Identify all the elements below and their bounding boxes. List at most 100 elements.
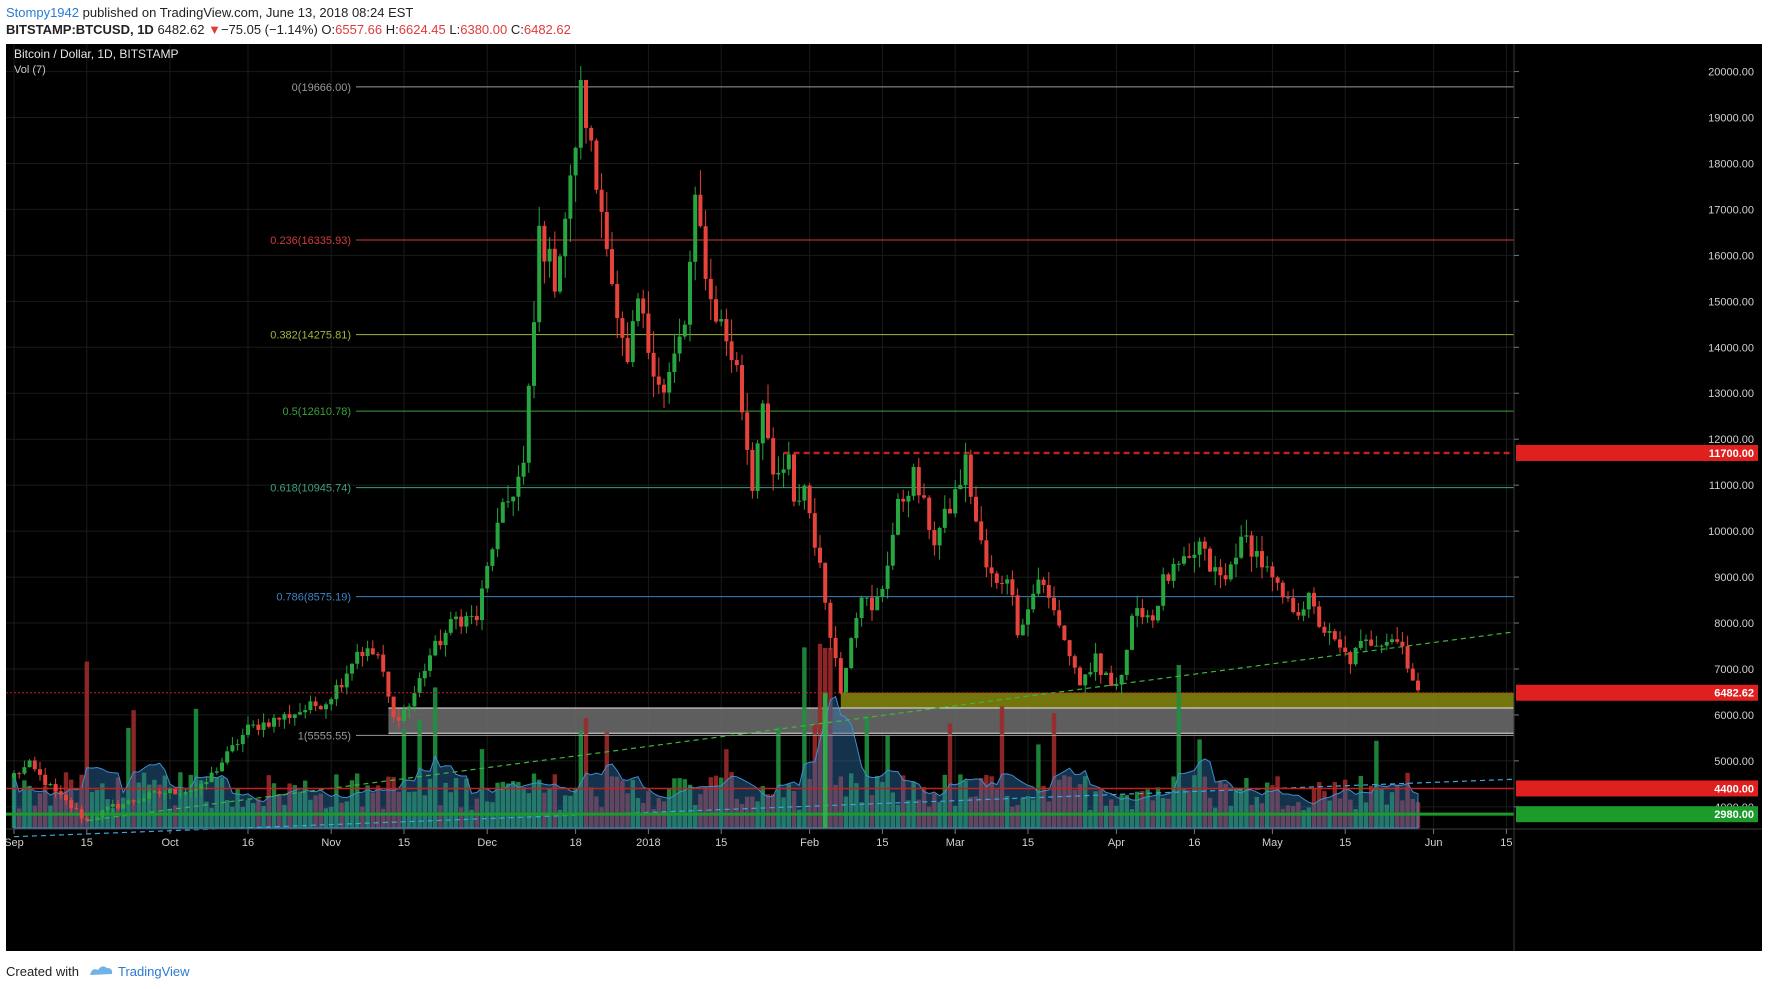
candle-body <box>1135 608 1140 616</box>
candle-body <box>1000 582 1004 584</box>
candle-body <box>1306 592 1311 610</box>
time-tick-label: 16 <box>242 837 254 849</box>
volume-bar <box>318 793 323 828</box>
candle-body <box>360 651 365 657</box>
candle-body <box>1031 593 1036 610</box>
candle-body <box>1161 574 1166 606</box>
candle-body <box>604 211 609 250</box>
candle-body <box>1072 656 1077 668</box>
time-tick-label: 2018 <box>636 837 660 849</box>
candle-body <box>677 336 682 354</box>
candle-body <box>386 671 391 697</box>
candle-body <box>53 784 58 792</box>
volume-bar <box>599 807 604 828</box>
price-tick-label: 16000.00 <box>1708 250 1754 262</box>
candle-body <box>688 261 692 325</box>
volume-bar <box>152 779 157 828</box>
candle-body <box>188 790 193 792</box>
candle-body <box>1015 595 1020 636</box>
candle-body <box>1026 609 1030 625</box>
candle-body <box>1322 626 1327 633</box>
candles <box>12 66 1420 828</box>
volume-bar <box>136 782 141 828</box>
price-axis[interactable]: 20000.00 19000.00 18000.00 17000.00 16000.00… <box>1513 44 1762 951</box>
low-label: L: <box>445 22 461 37</box>
volume-bar <box>323 808 329 828</box>
volume-bar <box>469 809 474 828</box>
candle-body <box>329 699 334 705</box>
volume-bar <box>578 729 583 828</box>
footer: Created with TradingView <box>0 951 1769 989</box>
volume-bar <box>875 776 880 828</box>
candle-body <box>760 403 765 444</box>
candle-body <box>776 472 781 475</box>
volume-bar <box>1384 804 1389 828</box>
candlestick-chart[interactable]: 0(19666.00) 0.236(16335.93) 0.382(14275.81… <box>6 44 1762 951</box>
volume-bar <box>178 772 183 828</box>
volume-bar <box>963 780 968 828</box>
candle-body <box>162 793 167 795</box>
fib-level-label: 1(5555.55) <box>298 730 351 742</box>
volume-bar <box>537 779 542 828</box>
volume-bar <box>927 806 932 828</box>
time-tick-label: Dec <box>477 837 497 849</box>
candle-body <box>1166 574 1171 581</box>
volume-bar <box>1077 784 1083 828</box>
time-tick-label: Apr <box>1108 837 1125 849</box>
chart-area[interactable]: 0(19666.00) 0.236(16335.93) 0.382(14275.81… <box>6 44 1762 951</box>
time-tick-label: 15 <box>1022 837 1034 849</box>
volume-bar <box>1317 781 1322 828</box>
volume-bar <box>37 793 43 828</box>
volume-bar <box>1187 790 1192 828</box>
volume-bar <box>329 806 334 828</box>
volume-bar <box>1062 775 1067 828</box>
candle-body <box>599 189 604 212</box>
high-value: 6624.45 <box>398 22 446 37</box>
volume-bar <box>594 796 599 828</box>
volume-bar <box>438 805 443 828</box>
open-value: 6557.66 <box>335 22 383 37</box>
candle-body <box>27 760 32 768</box>
candle-body <box>157 791 162 794</box>
price-tick-label: 8000.00 <box>1714 618 1754 630</box>
volume-bar <box>1218 780 1223 828</box>
candle-body <box>308 701 313 711</box>
candle-body <box>204 782 209 785</box>
volume-bar <box>1135 791 1140 828</box>
candle-body <box>178 793 183 795</box>
candle-body <box>719 319 724 322</box>
price-tick-label: 7000.00 <box>1714 664 1754 676</box>
candle-body <box>646 313 651 353</box>
candle-body <box>859 597 864 618</box>
candle-body <box>896 498 900 535</box>
volume-bar <box>817 643 823 828</box>
candle-body <box>1291 597 1296 613</box>
candle-body <box>1254 551 1259 557</box>
candle-body <box>880 588 885 597</box>
volume-bar <box>1285 805 1291 828</box>
published-text: published on TradingView.com, June 13, 2… <box>79 5 414 20</box>
author-link[interactable]: Stompy1942 <box>6 5 79 20</box>
volume-bar <box>495 782 500 828</box>
volume-bar <box>552 774 557 828</box>
volume-bar <box>1015 804 1020 828</box>
candle-body <box>1109 672 1114 686</box>
volume-bar <box>849 773 854 828</box>
candle-body <box>844 668 848 694</box>
price-marker-label: 4400.00 <box>1714 783 1754 795</box>
price-marker <box>1516 444 1758 461</box>
volume-bar <box>214 777 219 828</box>
candle-body <box>474 615 479 621</box>
price-change: −75.05 (−1.14%) <box>220 22 318 37</box>
time-axis[interactable]: Sep 15 Oct 16 Nov 15 Dec 18 2018 15 Feb 15 Mar 15 Apr 1… <box>6 828 1762 849</box>
fib-level-label: 0.236(16335.93) <box>270 235 351 247</box>
candle-body <box>656 376 661 385</box>
volume-bar <box>282 804 287 828</box>
volume-bar <box>1025 796 1031 828</box>
volume-bar <box>17 808 22 828</box>
tradingview-link[interactable]: TradingView <box>118 964 190 979</box>
candle-body <box>1140 608 1145 618</box>
candle-body <box>750 449 755 491</box>
candle-body <box>1358 640 1363 648</box>
time-tick-label: 15 <box>1339 837 1351 849</box>
